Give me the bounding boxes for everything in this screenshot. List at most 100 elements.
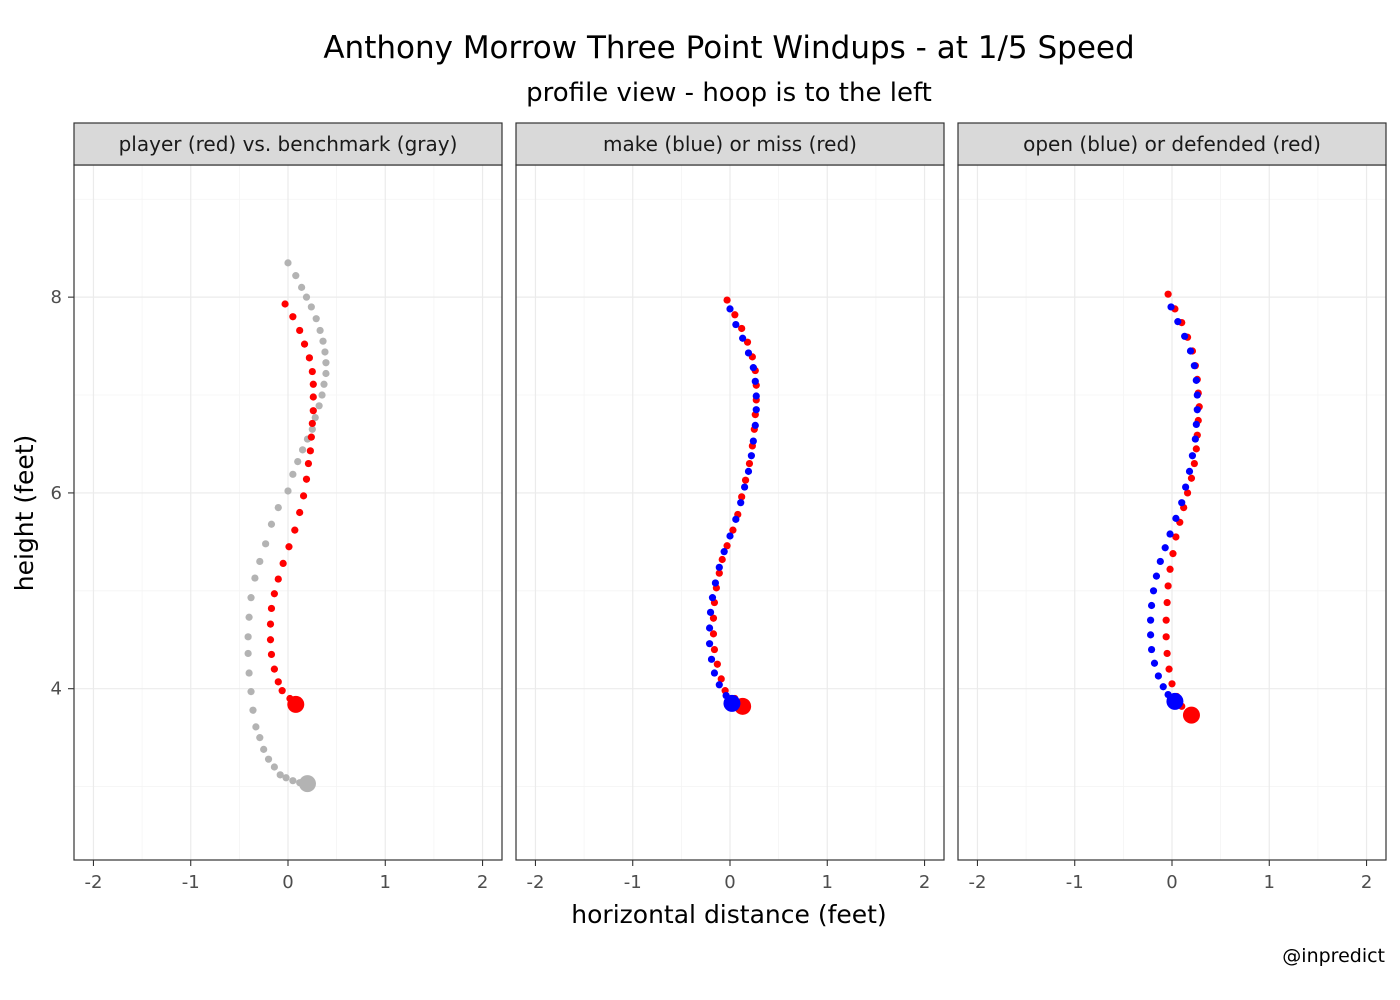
data-point — [291, 526, 299, 534]
data-point — [270, 590, 278, 598]
x-tick-label: -2 — [968, 872, 986, 893]
x-tick-label: -1 — [1066, 872, 1084, 893]
data-point — [1186, 347, 1195, 355]
data-point — [743, 338, 752, 346]
data-point — [298, 283, 306, 291]
data-point — [739, 334, 747, 342]
data-point — [1149, 587, 1158, 595]
data-point — [726, 532, 734, 540]
data-point — [1193, 391, 1201, 399]
data-point — [1164, 290, 1172, 298]
data-point — [1147, 616, 1155, 624]
data-point — [309, 407, 317, 415]
data-point — [305, 354, 313, 362]
data-point — [267, 604, 276, 613]
data-point — [262, 540, 270, 548]
data-point — [1150, 659, 1159, 667]
data-point — [1188, 452, 1197, 460]
facet-panel-1: player (red) vs. benchmark (gray) -2 -1 0 1 2… — [51, 122, 503, 893]
data-point — [1166, 565, 1174, 573]
data-point — [247, 688, 255, 696]
x-tick-label: 1 — [380, 872, 391, 893]
x-tick-label: -1 — [624, 872, 642, 893]
caption: @inpredict — [1282, 945, 1385, 967]
release-point — [1166, 692, 1184, 710]
data-point — [284, 487, 292, 495]
data-point — [309, 380, 317, 388]
data-point — [319, 337, 327, 345]
data-point — [726, 305, 734, 313]
data-point — [247, 594, 255, 602]
chart-subtitle: profile view - hoop is to the left — [526, 78, 932, 108]
data-point — [308, 425, 316, 433]
release-point — [723, 694, 741, 712]
data-point — [267, 520, 276, 528]
series-blue — [1147, 303, 1201, 710]
facet-strip — [515, 122, 945, 166]
series-blue — [705, 305, 760, 712]
facet-panel-3: open (blue) or defended (red) -2 -1 0 1 2 — [957, 122, 1387, 893]
data-point — [270, 665, 278, 673]
data-point — [312, 315, 320, 323]
facet-strip — [957, 122, 1387, 166]
release-point — [298, 775, 316, 793]
x-tick-label: 2 — [1361, 872, 1372, 893]
data-point — [1192, 445, 1200, 453]
data-point — [1193, 406, 1201, 414]
data-point — [711, 579, 720, 587]
data-point — [1152, 572, 1161, 580]
data-point — [266, 620, 275, 628]
facet-strip-label: player (red) vs. benchmark (gray) — [119, 132, 458, 156]
data-point — [284, 259, 292, 267]
data-point — [752, 406, 760, 414]
data-point — [1166, 530, 1174, 538]
data-point — [279, 559, 287, 568]
data-point — [245, 669, 253, 677]
data-point — [738, 493, 746, 501]
data-point — [281, 300, 289, 308]
data-point — [709, 630, 718, 638]
facet-strip — [73, 122, 503, 166]
data-point — [306, 447, 314, 455]
data-point — [708, 594, 717, 602]
data-point — [1163, 598, 1171, 607]
y-tick-label: 4 — [51, 679, 62, 700]
x-tick-label: 1 — [822, 872, 833, 893]
x-tick-label: 0 — [282, 872, 293, 893]
data-point — [720, 548, 728, 556]
data-point — [1167, 303, 1175, 311]
data-point — [298, 446, 307, 454]
data-point — [309, 393, 317, 401]
data-point — [715, 563, 723, 571]
data-point — [1147, 601, 1156, 610]
data-point — [749, 364, 757, 372]
data-point — [723, 542, 731, 550]
data-point — [1162, 616, 1170, 624]
data-point — [251, 574, 259, 582]
series-red — [266, 300, 317, 713]
data-point — [1154, 672, 1162, 680]
data-point — [729, 526, 737, 534]
data-point — [1172, 533, 1180, 541]
data-point — [706, 608, 715, 616]
data-point — [1181, 332, 1189, 340]
data-point — [1178, 499, 1186, 507]
data-point — [256, 557, 264, 566]
data-point — [311, 413, 319, 422]
data-point — [296, 326, 304, 335]
data-point — [1169, 550, 1177, 558]
x-tick-label: -1 — [182, 872, 200, 893]
data-point — [252, 723, 260, 731]
data-point — [274, 504, 282, 512]
data-point — [249, 706, 257, 714]
data-point — [1174, 318, 1182, 326]
data-point — [752, 392, 760, 400]
data-point — [723, 296, 731, 304]
data-point — [741, 476, 750, 484]
data-point — [1182, 483, 1190, 491]
data-point — [740, 483, 749, 491]
data-point — [747, 452, 756, 460]
data-point — [244, 649, 252, 658]
data-point — [316, 326, 324, 335]
